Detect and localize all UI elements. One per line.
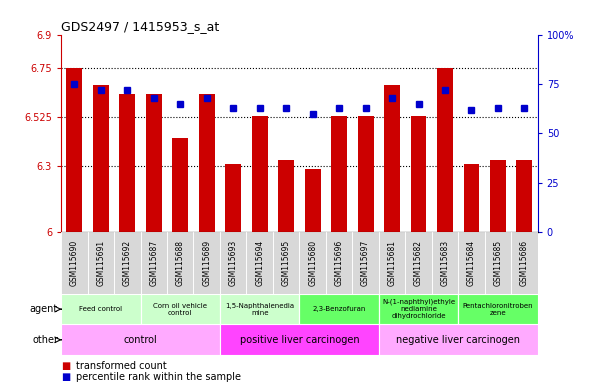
FancyBboxPatch shape [273, 232, 299, 294]
Text: GSM115680: GSM115680 [308, 240, 317, 286]
Bar [278, 160, 294, 232]
FancyBboxPatch shape [220, 232, 246, 294]
Text: ■: ■ [61, 372, 70, 382]
Text: GSM115689: GSM115689 [202, 240, 211, 286]
FancyBboxPatch shape [114, 232, 141, 294]
Text: GSM115696: GSM115696 [335, 240, 343, 286]
Bar [516, 160, 532, 232]
FancyBboxPatch shape [326, 232, 353, 294]
Bar [67, 68, 82, 232]
Text: Feed control: Feed control [79, 306, 122, 312]
Bar [490, 160, 506, 232]
FancyBboxPatch shape [379, 324, 538, 355]
Text: Corn oil vehicle
control: Corn oil vehicle control [153, 303, 207, 316]
Text: GSM115681: GSM115681 [387, 240, 397, 286]
Text: GSM115685: GSM115685 [494, 240, 502, 286]
Text: GDS2497 / 1415953_s_at: GDS2497 / 1415953_s_at [61, 20, 219, 33]
FancyBboxPatch shape [141, 232, 167, 294]
Bar [252, 116, 268, 232]
Text: GSM115697: GSM115697 [361, 240, 370, 286]
FancyBboxPatch shape [379, 294, 458, 324]
FancyBboxPatch shape [220, 324, 379, 355]
Text: percentile rank within the sample: percentile rank within the sample [76, 372, 241, 382]
Bar [119, 94, 135, 232]
Bar [411, 116, 426, 232]
Text: GSM115693: GSM115693 [229, 240, 238, 286]
FancyBboxPatch shape [405, 232, 432, 294]
FancyBboxPatch shape [379, 232, 405, 294]
Text: GSM115683: GSM115683 [441, 240, 450, 286]
Text: GSM115684: GSM115684 [467, 240, 476, 286]
Bar [464, 164, 480, 232]
Text: control: control [123, 335, 158, 345]
Bar [331, 116, 347, 232]
FancyBboxPatch shape [61, 294, 141, 324]
FancyBboxPatch shape [511, 232, 538, 294]
FancyBboxPatch shape [141, 294, 220, 324]
Text: N-(1-naphthyl)ethyle
nediamine
dihydrochloride: N-(1-naphthyl)ethyle nediamine dihydroch… [382, 299, 455, 319]
Bar [305, 169, 321, 232]
Bar [93, 85, 109, 232]
FancyBboxPatch shape [87, 232, 114, 294]
FancyBboxPatch shape [61, 324, 220, 355]
Text: positive liver carcinogen: positive liver carcinogen [240, 335, 359, 345]
FancyBboxPatch shape [299, 294, 379, 324]
Text: 2,3-Benzofuran: 2,3-Benzofuran [312, 306, 366, 312]
Text: Pentachloronitroben
zene: Pentachloronitroben zene [463, 303, 533, 316]
FancyBboxPatch shape [458, 232, 485, 294]
Text: agent: agent [30, 304, 58, 314]
Bar [357, 116, 373, 232]
FancyBboxPatch shape [194, 232, 220, 294]
FancyBboxPatch shape [61, 232, 87, 294]
Text: transformed count: transformed count [76, 361, 167, 371]
Text: GSM115687: GSM115687 [149, 240, 158, 286]
Text: GSM115682: GSM115682 [414, 240, 423, 286]
Bar [225, 164, 241, 232]
Text: GSM115694: GSM115694 [255, 240, 264, 286]
Text: GSM115691: GSM115691 [97, 240, 105, 286]
FancyBboxPatch shape [432, 232, 458, 294]
Text: GSM115690: GSM115690 [70, 240, 79, 286]
FancyBboxPatch shape [167, 232, 194, 294]
FancyBboxPatch shape [353, 232, 379, 294]
Text: 1,5-Naphthalenedia
mine: 1,5-Naphthalenedia mine [225, 303, 295, 316]
Bar [146, 94, 162, 232]
FancyBboxPatch shape [246, 232, 273, 294]
Text: negative liver carcinogen: negative liver carcinogen [397, 335, 520, 345]
Bar [384, 85, 400, 232]
Text: GSM115695: GSM115695 [282, 240, 291, 286]
Text: GSM115686: GSM115686 [520, 240, 529, 286]
FancyBboxPatch shape [299, 232, 326, 294]
Bar [172, 138, 188, 232]
Bar [199, 94, 214, 232]
FancyBboxPatch shape [220, 294, 299, 324]
Bar [437, 68, 453, 232]
Text: GSM115688: GSM115688 [176, 240, 185, 286]
Text: other: other [32, 335, 58, 345]
FancyBboxPatch shape [485, 232, 511, 294]
Text: ■: ■ [61, 361, 70, 371]
FancyBboxPatch shape [458, 294, 538, 324]
Text: GSM115692: GSM115692 [123, 240, 132, 286]
